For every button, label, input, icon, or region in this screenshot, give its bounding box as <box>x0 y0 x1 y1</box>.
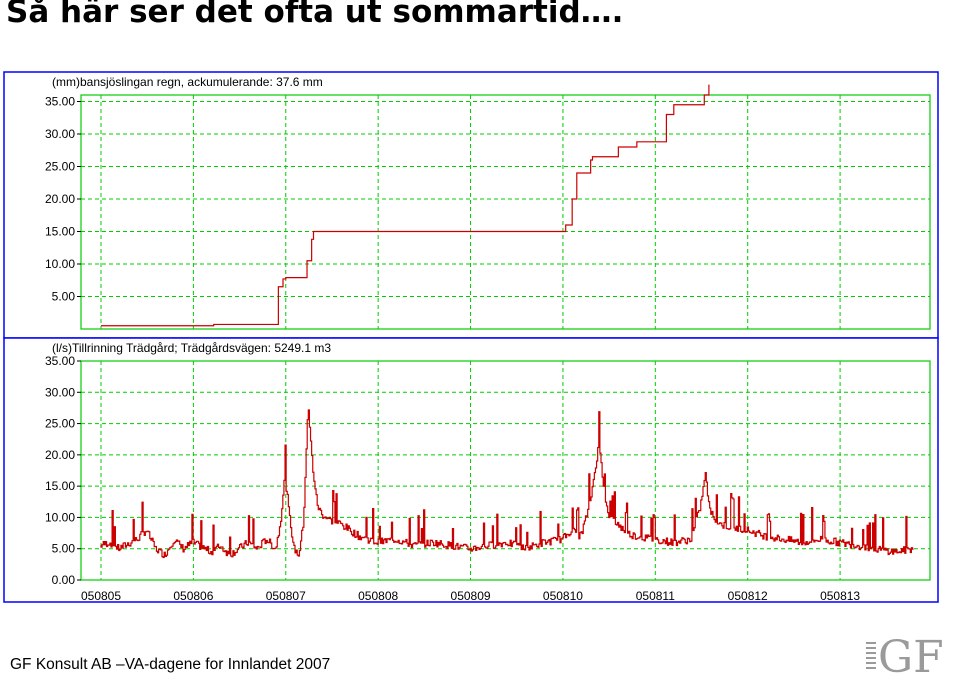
footer-text: GF Konsult AB –VA-dagene for Innlandet 2… <box>10 656 331 673</box>
chart-rain-accumulated: (mm)bansjöslingan regn, ackumulerande: 3… <box>3 71 939 339</box>
y-tick-label: 35.00 <box>45 95 75 109</box>
x-tick-label: 050812 <box>728 589 768 603</box>
y-tick-label: 5.00 <box>52 542 76 556</box>
y-tick-label: 15.00 <box>45 479 75 493</box>
y-tick-label: 0.00 <box>52 573 76 587</box>
slide-title: Så här ser det ofta ut sommartid…. <box>6 0 624 30</box>
y-tick-label: 25.00 <box>45 160 75 174</box>
x-tick-label: 050806 <box>173 589 213 603</box>
chart-title: (l/s)Tillrinning Trädgård; Trädgårdsväge… <box>52 341 331 355</box>
x-tick-label: 050809 <box>451 589 491 603</box>
y-tick-label: 5.00 <box>52 290 76 304</box>
x-tick-label: 050811 <box>636 589 675 603</box>
x-tick-label: 050807 <box>266 589 306 603</box>
y-tick-label: 30.00 <box>45 127 75 141</box>
chart-title: (mm)bansjöslingan regn, ackumulerande: 3… <box>52 75 323 89</box>
plot-area <box>80 94 931 330</box>
y-tick-label: 10.00 <box>45 510 75 524</box>
series-line <box>101 84 710 327</box>
x-tick-label: 050805 <box>81 589 121 603</box>
y-tick-label: 15.00 <box>45 225 75 239</box>
chart-inflow: (l/s)Tillrinning Trädgård; Trädgårdsväge… <box>3 337 939 603</box>
x-tick-label: 050813 <box>820 589 860 603</box>
series-line <box>100 409 914 559</box>
logo-text: GF <box>878 632 944 676</box>
y-tick-label: 30.00 <box>45 385 75 399</box>
y-tick-label: 35.00 <box>45 354 75 368</box>
gf-logo: GF <box>866 632 944 676</box>
y-tick-label: 25.00 <box>45 417 75 431</box>
y-tick-label: 20.00 <box>45 448 75 462</box>
y-tick-label: 20.00 <box>45 192 75 206</box>
x-tick-label: 050808 <box>358 589 398 603</box>
x-tick-label: 050810 <box>543 589 583 603</box>
y-tick-label: 10.00 <box>45 257 75 271</box>
plot-area <box>80 360 931 581</box>
